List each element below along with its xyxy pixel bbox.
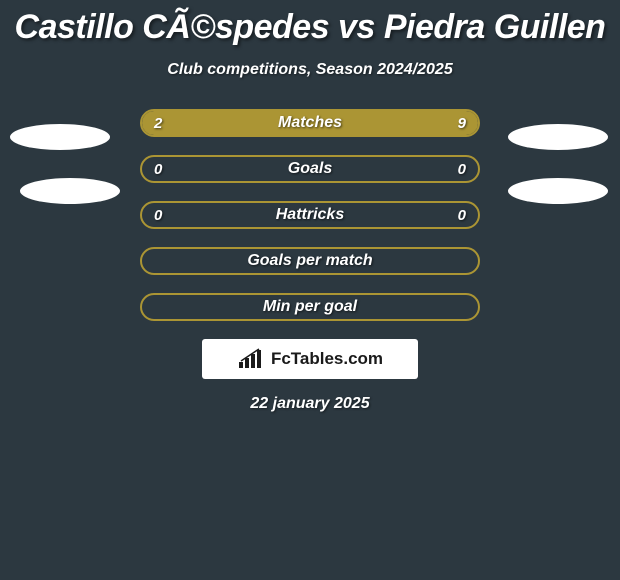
stat-label: Min per goal xyxy=(142,298,478,316)
stat-row: Goals per match xyxy=(0,247,620,275)
stat-label: Matches xyxy=(142,114,478,132)
stat-bar: 00Goals xyxy=(140,155,480,183)
stat-bar: Min per goal xyxy=(140,293,480,321)
subtitle: Club competitions, Season 2024/2025 xyxy=(0,61,620,79)
chart-icon xyxy=(237,348,265,370)
stat-label: Goals per match xyxy=(142,252,478,270)
stat-row: 00Goals xyxy=(0,155,620,183)
date-text: 22 january 2025 xyxy=(0,395,620,413)
page-title: Castillo CÃ©spedes vs Piedra Guillen xyxy=(0,0,620,47)
logo-box: FcTables.com xyxy=(202,339,418,379)
stat-bar: Goals per match xyxy=(140,247,480,275)
logo-text: FcTables.com xyxy=(271,349,383,369)
stat-bar: 29Matches xyxy=(140,109,480,137)
stat-row: 00Hattricks xyxy=(0,201,620,229)
stat-bar: 00Hattricks xyxy=(140,201,480,229)
stat-row: Min per goal xyxy=(0,293,620,321)
stat-label: Goals xyxy=(142,160,478,178)
stat-label: Hattricks xyxy=(142,206,478,224)
stat-row: 29Matches xyxy=(0,109,620,137)
